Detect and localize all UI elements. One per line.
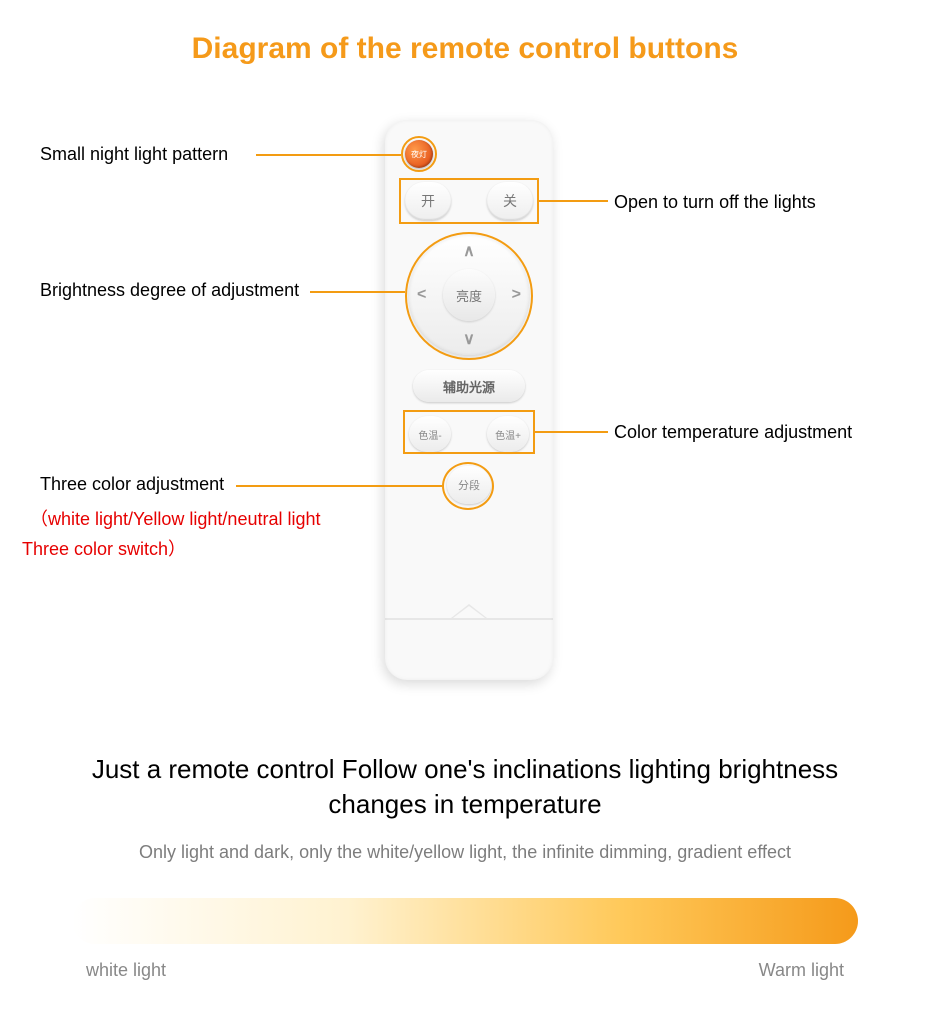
section-button[interactable]: 分段 (447, 466, 491, 504)
remote-body: 夜灯 开 关 ∧ ∨ < > 亮度 辅助光源 色温- 色温+ 分段 (385, 120, 553, 680)
dpad-right[interactable]: > (512, 286, 521, 304)
dpad-up[interactable]: ∧ (463, 241, 475, 261)
callout-color-temp: Color temperature adjustment (614, 422, 852, 443)
subtext: Only light and dark, only the white/yell… (0, 842, 930, 863)
dpad-center[interactable]: 亮度 (443, 269, 495, 321)
temp-minus-button[interactable]: 色温- (409, 416, 451, 452)
subtitle: Just a remote control Follow one's incli… (0, 752, 930, 822)
on-button[interactable]: 开 (405, 182, 451, 220)
page-title: Diagram of the remote control buttons (0, 32, 930, 66)
battery-cover-seam (385, 618, 553, 620)
dpad-left[interactable]: < (417, 286, 426, 304)
off-button[interactable]: 关 (487, 182, 533, 220)
dpad-down[interactable]: ∨ (463, 329, 475, 349)
brightness-dpad: ∧ ∨ < > 亮度 (409, 235, 529, 355)
callout-night-light: Small night light pattern (40, 144, 228, 165)
callout-onoff: Open to turn off the lights (614, 192, 816, 213)
callout-three-color-note2: Three color switch） (22, 536, 186, 563)
gradient-label-white: white light (86, 960, 166, 981)
gradient-bar (72, 898, 858, 944)
callout-three-color: Three color adjustment (40, 474, 224, 495)
callout-three-color-note1: （white light/Yellow light/neutral light (30, 506, 321, 533)
gradient-label-warm: Warm light (759, 960, 844, 981)
on-off-group: 开 关 (405, 182, 533, 220)
temp-plus-button[interactable]: 色温+ (487, 416, 529, 452)
night-light-button[interactable]: 夜灯 (405, 140, 433, 168)
callout-brightness: Brightness degree of adjustment (40, 280, 299, 301)
aux-light-button[interactable]: 辅助光源 (413, 370, 525, 402)
color-temp-group: 色温- 色温+ (409, 416, 529, 452)
